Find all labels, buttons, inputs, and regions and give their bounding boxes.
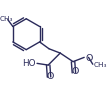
Text: O: O [85, 54, 92, 63]
Text: O: O [71, 67, 78, 76]
Text: CH₃: CH₃ [0, 16, 14, 22]
Text: O: O [46, 72, 54, 81]
Text: HO: HO [22, 59, 35, 68]
Text: CH₃: CH₃ [94, 62, 107, 68]
